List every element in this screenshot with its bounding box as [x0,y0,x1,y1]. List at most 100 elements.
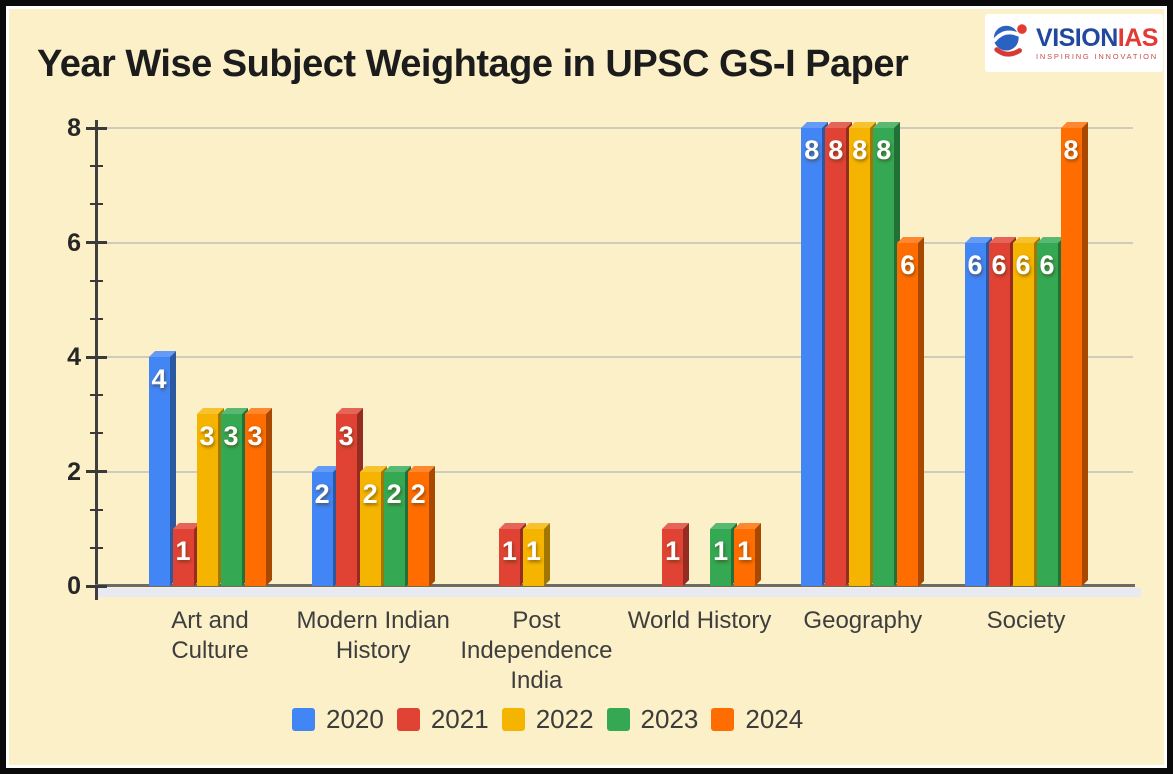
bar-value-label: 8 [828,135,844,165]
bar-2020-art-and-culture: 4 [148,351,176,586]
bar-value-label: 6 [1015,249,1031,280]
bar-value-label: 2 [362,478,378,509]
bar-front-face [522,528,544,586]
bar-value-label: 1 [665,535,681,566]
visionias-logo-text: VISIONIAS INSPIRING INNOVATION [1036,23,1159,61]
visionias-brand-vision: VISION [1036,23,1118,52]
bar-2022-geography: 8 [849,122,877,586]
bar-value-label: 3 [223,421,239,452]
x-axis-label-post-independence-india: Post Independence India [460,607,613,694]
bar-value-label: 1 [175,535,191,566]
y-axis-tick-8 [86,126,107,130]
bar-front-face [801,128,823,586]
bar-value-label: 6 [967,249,983,280]
y-axis-label-8: 8 [67,114,81,142]
bar-value-label: 2 [410,478,426,509]
bar-value-label: 8 [852,135,868,165]
bar-value-label: 1 [501,535,517,566]
legend-swatch-2020 [292,708,315,731]
bar-front-face [196,414,218,586]
bar-value-label: 3 [247,421,263,452]
gridline-y-6 [97,241,1133,244]
legend-label-2023: 2023 [640,704,699,734]
bar-2022-society: 6 [1012,236,1040,586]
bar-front-face [359,471,381,586]
bar-front-face [148,357,170,586]
bar-value-label: 8 [1063,135,1079,165]
bar-value-label: 2 [386,478,402,509]
bar-front-face [849,128,871,586]
y-axis-tick-2 [86,470,107,473]
bar-value-label: 2 [314,478,330,509]
legend-item-2024: 2024 [711,704,803,735]
legend-item-2022: 2022 [501,704,594,735]
bar-front-face [383,471,405,586]
bar-2023-art-and-culture: 3 [220,408,248,586]
gridline-y-2 [97,470,1133,473]
bar-value-label: 3 [338,421,354,452]
bar-2022-modern-indian-history: 2 [359,465,387,586]
legend-label-2024: 2024 [745,704,804,734]
x-axis-label-modern-indian-history: Modern Indian History [296,607,450,664]
bar-2024-society: 8 [1060,122,1088,586]
bar-front-face [311,471,333,586]
bar-front-face [897,242,919,586]
y-axis-minor-tick [90,508,103,511]
bar-front-face [988,242,1010,586]
bar-front-face [335,414,357,586]
bar-chart-plot: 0 2 4 6 8 4 1 3 3 3 Art and Culture 2 3 2 2 2 Modern Ind… [9,9,1164,765]
visionias-brand: VISIONIAS [1036,23,1159,52]
bar-value-label: 8 [804,135,820,165]
bar-value-label: 3 [199,421,215,452]
bar-front-face [220,414,242,586]
bar-2021-world-history: 1 [662,522,690,586]
bar-2024-art-and-culture: 3 [244,408,272,586]
y-axis-minor-tick [90,394,103,397]
y-axis-tick-0 [86,584,107,588]
legend-swatch-2024 [711,708,735,731]
bar-2020-modern-indian-history: 2 [311,465,339,586]
bar-front-face [407,471,429,586]
y-axis-label-6: 6 [67,228,81,257]
y-axis-minor-tick [90,317,103,320]
bar-value-label: 1 [737,535,753,566]
bar-2024-modern-indian-history: 2 [407,465,435,586]
bar-front-face [498,528,520,586]
bar-front-face [244,414,266,586]
legend-label-2022: 2022 [535,704,594,734]
bar-value-label: 6 [900,249,916,280]
bar-2023-society: 6 [1036,236,1064,586]
y-axis-line [95,120,98,600]
visionias-brand-ias: IAS [1117,23,1159,52]
bar-value-label: 1 [525,535,541,566]
bar-value-label: 8 [876,135,892,165]
bar-2023-geography: 8 [873,122,901,586]
visionias-eye-icon [990,20,1032,67]
bar-front-face [734,528,756,586]
bar-front-face [662,528,684,586]
gridline-y-4 [97,356,1133,358]
bar-2022-post-independence-india: 1 [522,522,550,586]
bar-value-label: 1 [713,535,729,566]
legend-item-2023: 2023 [606,704,699,735]
x-axis-baseline [95,584,1135,587]
bar-2021-society: 6 [988,236,1016,586]
bar-value-label: 4 [151,364,167,394]
bar-value-label: 6 [1039,249,1055,280]
legend-swatch-2021 [396,708,420,731]
bar-2023-modern-indian-history: 2 [383,465,411,586]
x-axis-label-society: Society [986,607,1066,634]
bar-front-face [172,528,194,586]
bar-2024-world-history: 1 [734,522,762,586]
visionias-tagline: INSPIRING INNOVATION [1036,51,1158,61]
legend-item-2021: 2021 [396,704,489,735]
y-axis-minor-tick [90,165,103,168]
x-axis-label-art-and-culture: Art and Culture [171,607,249,664]
bar-2024-geography: 6 [897,236,925,586]
y-axis-minor-tick [90,203,103,206]
y-axis-label-0: 0 [67,572,81,600]
legend-label-2020: 2020 [326,704,384,734]
x-axis-label-world-history: World History [627,607,772,634]
chart-floor-shadow [98,588,1141,597]
bar-front-face [710,528,732,586]
